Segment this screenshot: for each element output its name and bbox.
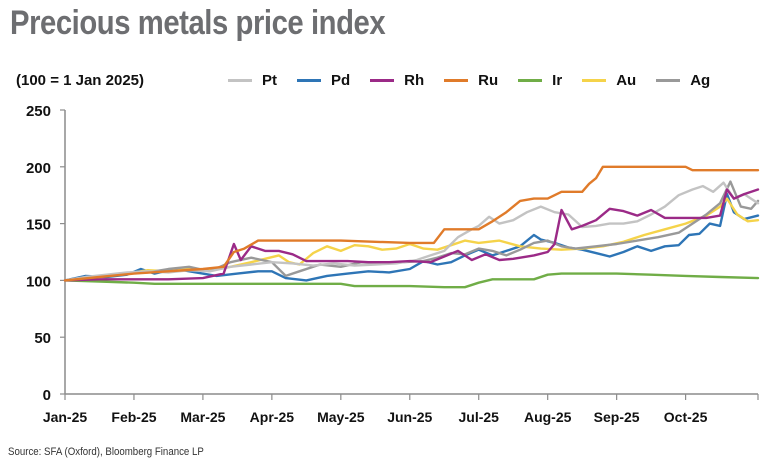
- y-tick-label: 0: [43, 387, 51, 404]
- x-tick-label: Aug-25: [524, 409, 572, 425]
- legend-label: Ir: [552, 72, 563, 89]
- legend-item-rh: Rh: [370, 72, 424, 89]
- y-tick-label: 200: [26, 160, 51, 177]
- x-tick-label: Jul-25: [458, 409, 499, 425]
- legend: Pt Pd Rh Ru Ir Au Ag: [228, 72, 730, 89]
- legend-swatch: [518, 79, 543, 82]
- x-tick-label: Sep-25: [594, 409, 640, 425]
- legend-item-pd: Pd: [297, 72, 350, 89]
- legend-label: Rh: [404, 72, 425, 89]
- legend-item-ag: Ag: [656, 72, 710, 89]
- x-tick-label: Apr-25: [250, 409, 295, 425]
- legend-label: Ag: [690, 72, 711, 89]
- legend-swatch: [228, 79, 252, 82]
- y-tick-label: 150: [26, 217, 51, 234]
- legend-label: Pd: [331, 72, 351, 89]
- legend-item-pt: Pt: [228, 72, 277, 89]
- legend-swatch: [444, 79, 469, 82]
- chart-subtitle: (100 = 1 Jan 2025): [16, 72, 145, 89]
- legend-swatch: [297, 79, 321, 82]
- y-tick-label: 250: [26, 103, 51, 120]
- series-lines: [63, 165, 760, 289]
- y-tick-label: 50: [34, 330, 51, 347]
- source-note: Source: SFA (Oxford), Bloomberg Finance …: [8, 446, 204, 458]
- y-tick-label: 100: [26, 273, 51, 290]
- x-tick-label: Mar-25: [180, 409, 225, 425]
- x-tick-label: Jun-25: [387, 409, 432, 425]
- legend-swatch: [370, 79, 395, 82]
- series-line-ru: [63, 165, 760, 282]
- legend-item-ru: Ru: [444, 72, 498, 89]
- legend-label: Ru: [478, 72, 499, 89]
- legend-label: Au: [616, 72, 637, 89]
- series-line-ir: [63, 272, 760, 289]
- series-line-rh: [63, 188, 760, 282]
- axes: 0 50 100 150 200 250 Jan-25 Feb-25 Mar-25 Apr-25 M…: [26, 103, 759, 425]
- x-tick-label: Jan-25: [43, 409, 88, 425]
- x-tick-label: Oct-25: [664, 409, 708, 425]
- legend-item-ir: Ir: [518, 72, 562, 89]
- legend-label: Pt: [262, 72, 277, 89]
- legend-swatch: [656, 79, 681, 82]
- series-line-ag: [63, 180, 760, 282]
- x-tick-label: May-25: [317, 409, 365, 425]
- series-line-pt: [63, 181, 760, 282]
- legend-item-au: Au: [582, 72, 636, 89]
- legend-swatch: [582, 79, 607, 82]
- chart-title: Precious metals price index: [10, 4, 386, 42]
- x-tick-label: Feb-25: [111, 409, 156, 425]
